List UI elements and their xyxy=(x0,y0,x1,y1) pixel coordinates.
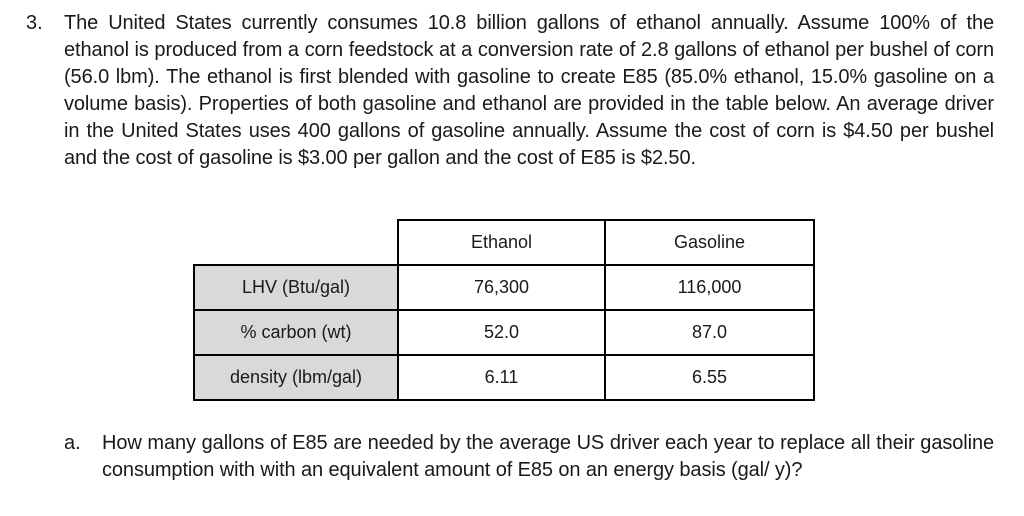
cell-carbon-gasoline: 87.0 xyxy=(604,309,815,356)
cell-density-gasoline: 6.55 xyxy=(604,354,815,401)
problem-3: 3. The United States currently consumes … xyxy=(26,10,994,172)
cell-lhv-ethanol: 76,300 xyxy=(397,264,606,311)
table-row: density (lbm/gal) 6.11 6.55 xyxy=(193,354,815,401)
cell-density-ethanol: 6.11 xyxy=(397,354,606,401)
sub-question-text: How many gallons of E85 are needed by th… xyxy=(102,432,994,481)
table-row: % carbon (wt) 52.0 87.0 xyxy=(193,309,815,356)
row-header-lhv: LHV (Btu/gal) xyxy=(193,264,399,311)
table-header-row: Ethanol Gasoline xyxy=(194,219,815,266)
problem-text: The United States currently consumes 10.… xyxy=(64,12,994,169)
properties-table: Ethanol Gasoline LHV (Btu/gal) 76,300 11… xyxy=(193,219,815,401)
sub-question-a: a. How many gallons of E85 are needed by… xyxy=(64,430,994,484)
row-header-carbon: % carbon (wt) xyxy=(193,309,399,356)
column-header-ethanol: Ethanol xyxy=(397,219,606,266)
table-corner-blank xyxy=(194,220,398,265)
column-header-gasoline: Gasoline xyxy=(604,219,815,266)
table-row: LHV (Btu/gal) 76,300 116,000 xyxy=(193,264,815,311)
problem-number: 3. xyxy=(26,12,43,34)
cell-carbon-ethanol: 52.0 xyxy=(397,309,606,356)
row-header-density: density (lbm/gal) xyxy=(193,354,399,401)
sub-question-letter: a. xyxy=(64,432,81,454)
cell-lhv-gasoline: 116,000 xyxy=(604,264,815,311)
